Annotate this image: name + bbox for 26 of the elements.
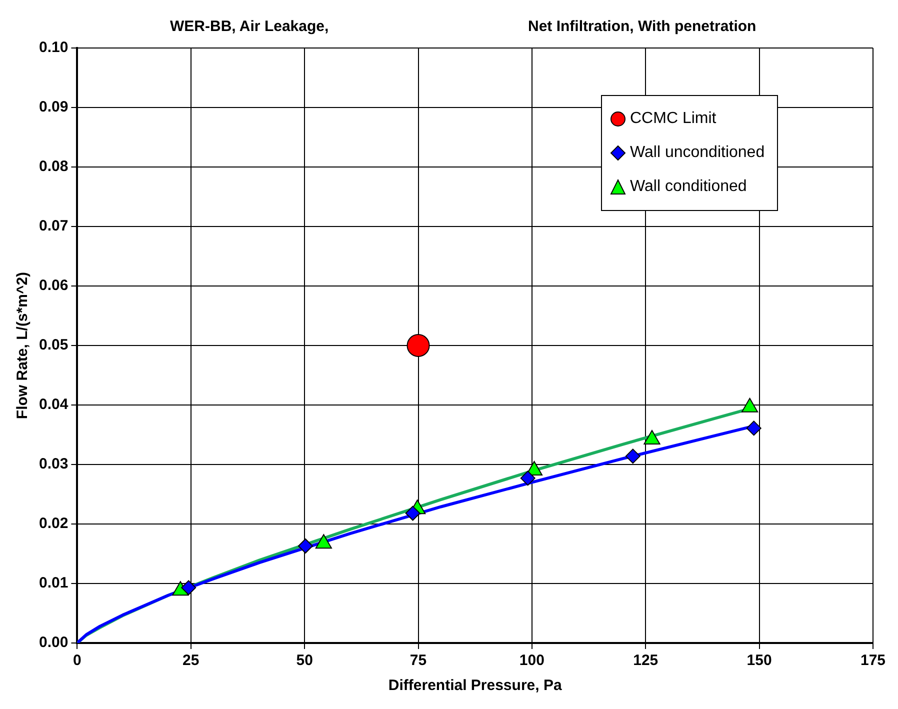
x-tick-label: 125 [633, 652, 658, 670]
y-tick-label: 0.00 [38, 634, 68, 652]
chart-subtitle: Net Infiltration, With penetration [528, 18, 756, 35]
y-tick-label: 0.01 [38, 574, 68, 592]
y-tick-label: 0.02 [38, 515, 68, 532]
x-tick-label: 25 [182, 652, 200, 670]
y-tick-label: 0.05 [38, 336, 68, 354]
x-tick-label: 50 [296, 652, 313, 670]
y-tick-label: 0.03 [38, 456, 68, 473]
y-tick-label: 0.06 [38, 277, 68, 294]
legend-label: CCMC Limit [630, 110, 716, 128]
y-tick-label: 0.08 [38, 158, 68, 176]
x-tick-label: 175 [860, 652, 886, 670]
legend-label: Wall unconditioned [630, 144, 765, 162]
legend-label: Wall conditioned [630, 178, 747, 196]
x-tick-label: 0 [73, 652, 82, 670]
y-axis-title: Flow Rate, L/(s*m^2) [14, 272, 32, 420]
x-tick-label: 75 [410, 652, 427, 670]
x-tick-label: 150 [746, 652, 772, 670]
y-tick-label: 0.04 [38, 396, 69, 414]
y-tick-label: 0.09 [38, 98, 68, 116]
x-axis-title: Differential Pressure, Pa [388, 677, 562, 694]
x-tick-label: 100 [519, 652, 544, 670]
y-tick-label: 0.07 [38, 218, 68, 235]
y-tick-label: 0.10 [38, 39, 68, 56]
chart-title: WER-BB, Air Leakage, [170, 18, 329, 35]
